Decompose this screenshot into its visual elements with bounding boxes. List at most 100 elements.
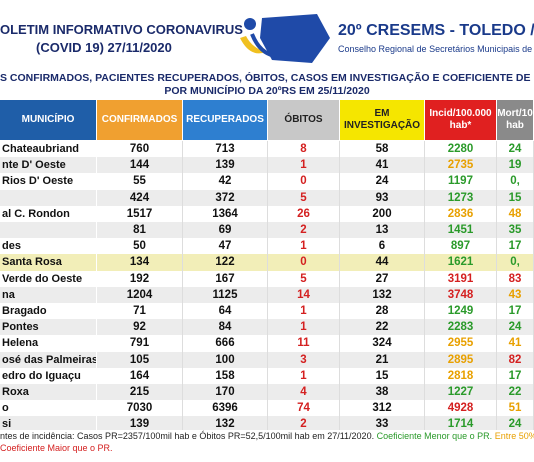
- cell: 92: [97, 319, 183, 336]
- cell: 1: [268, 319, 340, 336]
- cell: 1: [268, 238, 340, 255]
- municipio: nte D' Oeste: [0, 157, 97, 174]
- cell: 2: [268, 416, 340, 430]
- table-subtitle: POR MUNICÍPIO DA 20ºRS EM 25/11/2020: [164, 85, 370, 97]
- column-header: MUNICÍPIO: [0, 100, 97, 140]
- cell: 38: [340, 384, 425, 401]
- cell: 33: [340, 416, 425, 430]
- cell: 93: [340, 189, 425, 206]
- municipio: [0, 222, 97, 239]
- logo: [240, 14, 330, 63]
- cell: 144: [97, 157, 183, 174]
- cell: 24: [340, 173, 425, 190]
- municipio: Chateaubriand: [0, 141, 97, 158]
- municipio: Bragado: [0, 303, 97, 320]
- cell: 47: [183, 238, 268, 255]
- cell: 1: [268, 303, 340, 320]
- cell: 5: [268, 270, 340, 287]
- cell: 167: [183, 270, 268, 287]
- cell: 17: [497, 367, 534, 384]
- municipio: al C. Rondon: [0, 205, 97, 222]
- cell: 28: [340, 303, 425, 320]
- cell: 1621: [425, 254, 497, 271]
- cell: 3191: [425, 270, 497, 287]
- cell: 41: [340, 157, 425, 174]
- cell: 6: [340, 238, 425, 255]
- cell: 22: [497, 384, 534, 401]
- cell: 19: [497, 157, 534, 174]
- cell: 13: [340, 222, 425, 239]
- cell: 164: [97, 367, 183, 384]
- cell: 2895: [425, 351, 497, 368]
- cell: 132: [183, 416, 268, 430]
- column-header: EM INVESTIGAÇÃO: [340, 100, 425, 140]
- cell: 5: [268, 189, 340, 206]
- cell: 1451: [425, 222, 497, 239]
- table-title: S CONFIRMADOS, PACIENTES RECUPERADOS, ÓB…: [0, 72, 534, 84]
- cell: 372: [183, 189, 268, 206]
- table: MUNICÍPIO CONFIRMADOS RECUPERADOS ÓBITOS EM …: [0, 100, 534, 430]
- municipio: o: [0, 400, 97, 417]
- cell: 666: [183, 335, 268, 352]
- cell: 134: [97, 254, 183, 271]
- cell: 2818: [425, 367, 497, 384]
- cell: 3: [268, 351, 340, 368]
- cell: 6396: [183, 400, 268, 417]
- cell: 35: [497, 222, 534, 239]
- cell: 8: [268, 141, 340, 158]
- cell: 58: [340, 141, 425, 158]
- cell: 424: [97, 189, 183, 206]
- cell: 139: [183, 157, 268, 174]
- cell: 24: [497, 141, 534, 158]
- column-header: ÓBITOS: [268, 100, 340, 140]
- cell: 24: [497, 416, 534, 430]
- cell: 132: [340, 286, 425, 303]
- org-subtitle: Conselho Regional de Secretários Municip…: [338, 44, 534, 54]
- header-subtitle: (COVID 19) 27/11/2020: [36, 40, 172, 55]
- cell: 139: [97, 416, 183, 430]
- column-header: Mort/10 hab: [497, 100, 534, 140]
- cell: 69: [183, 222, 268, 239]
- cell: 44: [340, 254, 425, 271]
- cell: 2955: [425, 335, 497, 352]
- cell: 15: [340, 367, 425, 384]
- municipio: Roxa: [0, 384, 97, 401]
- cell: 200: [340, 205, 425, 222]
- cell: 2280: [425, 141, 497, 158]
- municipio: Helena: [0, 335, 97, 352]
- cell: 71: [97, 303, 183, 320]
- footer-note: ntes de incidência: Casos PR=2357/100mil…: [0, 431, 375, 441]
- cell: 4928: [425, 400, 497, 417]
- cell: 1227: [425, 384, 497, 401]
- cell: 1: [268, 157, 340, 174]
- cell: 0,: [497, 173, 534, 190]
- cell: 122: [183, 254, 268, 271]
- cell: 760: [97, 141, 183, 158]
- cell: 215: [97, 384, 183, 401]
- cell: 64: [183, 303, 268, 320]
- municipio: osé das Palmeiras: [0, 351, 97, 368]
- cell: 11: [268, 335, 340, 352]
- municipio: Rios D' Oeste: [0, 173, 97, 190]
- cell: 0: [268, 173, 340, 190]
- cell: 1714: [425, 416, 497, 430]
- column-header: RECUPERADOS: [183, 100, 268, 140]
- cell: 21: [340, 351, 425, 368]
- cell: 4: [268, 384, 340, 401]
- cell: 324: [340, 335, 425, 352]
- cell: 312: [340, 400, 425, 417]
- cell: 100: [183, 351, 268, 368]
- municipio: edro do Iguaçu: [0, 367, 97, 384]
- cell: 50: [97, 238, 183, 255]
- footer: ntes de incidência: Casos PR=2357/100mil…: [0, 430, 534, 462]
- cell: 81: [97, 222, 183, 239]
- cell: 17: [497, 238, 534, 255]
- cell: 74: [268, 400, 340, 417]
- cell: 43: [497, 286, 534, 303]
- cell: 2836: [425, 205, 497, 222]
- cell: 15: [497, 189, 534, 206]
- cell: 84: [183, 319, 268, 336]
- cell: 158: [183, 367, 268, 384]
- cell: 192: [97, 270, 183, 287]
